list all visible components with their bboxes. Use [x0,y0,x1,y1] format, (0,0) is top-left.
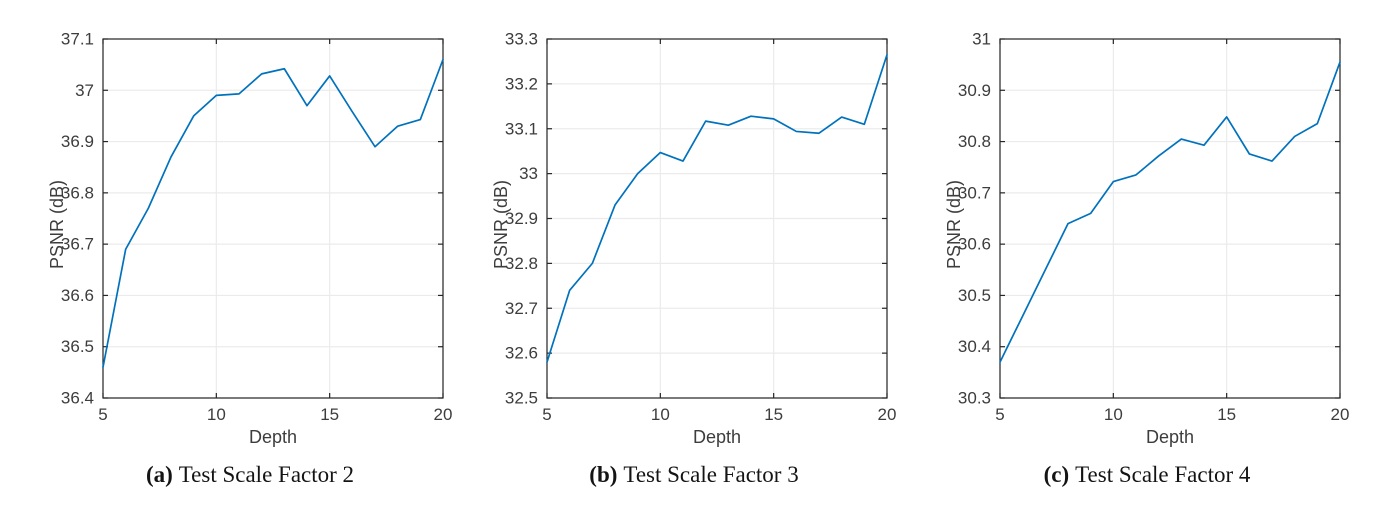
y-axis-label: PSNR (dB) [944,180,964,269]
y-tick-label: 30.3 [958,389,991,408]
caption-title: Test Scale Factor 4 [1075,462,1251,487]
chart-panel-b: 5 10 15 20 32.5 32.6 32.7 32.8 32.9 33 33.1 33.2 33.… [484,0,904,514]
x-tick-label: 15 [1217,405,1236,424]
axis-box [102,38,444,399]
x-tick-label: 5 [542,405,551,424]
caption-index: (b) [589,462,618,487]
data-line [102,58,444,369]
y-tick-label: 30.9 [958,81,991,100]
y-tick-label: 30.6 [958,235,991,254]
y-tick-label: 36.4 [61,389,94,408]
x-axis-label: Depth [249,427,297,447]
x-tick-label: 20 [878,405,897,424]
x-tick-label: 15 [764,405,783,424]
caption-title: Test Scale Factor 3 [623,462,799,487]
y-tick-label: 30.7 [958,183,991,202]
y-tick-label: 32.9 [505,209,538,228]
y-tick-label: 32.5 [505,389,538,408]
axis-box [999,38,1341,399]
caption-title: Test Scale Factor 2 [178,462,355,487]
y-tick-label: 36.5 [61,337,94,356]
y-tick-label: 33 [519,164,538,183]
y-tick-label: 37 [75,81,94,100]
y-tick-label: 33.3 [505,30,538,49]
y-tick-label: 36.9 [61,132,94,151]
y-tick-label: 36.7 [61,235,94,254]
chart-panel-c: 5 10 15 20 30.3 30.4 30.5 30.6 30.7 30.8 30.9 31 Dep… [937,0,1357,514]
x-tick-label: 20 [434,405,453,424]
chart-panel-a: 5 10 15 20 36.4 36.5 36.6 36.7 36.8 36.9 37 37.1 Dep… [40,0,460,514]
y-tick-label: 36.6 [61,286,94,305]
y-axis-label: PSNR (dB) [491,180,511,269]
y-axis-label: PSNR (dB) [47,180,67,269]
data-line [546,53,888,363]
y-tick-label: 36.8 [61,183,94,202]
x-tick-label: 10 [1104,405,1123,424]
chart-c-plot: 5 10 15 20 30.3 30.4 30.5 30.6 30.7 30.8 30.9 31 Dep… [944,30,1350,448]
x-tick-label: 10 [651,405,670,424]
x-tick-label: 20 [1331,405,1350,424]
x-tick-label: 5 [995,405,1004,424]
y-tick-label: 32.6 [505,344,538,363]
y-tick-label: 33.1 [505,119,538,138]
chart-c-caption: (c) Test Scale Factor 4 [937,462,1357,488]
y-tick-label: 30.5 [958,286,991,305]
y-tick-label: 37.1 [61,30,94,49]
data-line [999,61,1341,363]
x-tick-label: 15 [320,405,339,424]
caption-index: (c) [1043,462,1070,487]
y-tick-label: 30.4 [958,337,991,356]
x-tick-label: 5 [98,405,107,424]
y-tick-label: 31 [972,30,991,49]
x-axis-label: Depth [1146,427,1194,447]
y-tick-label: 32.7 [505,299,538,318]
x-axis-label: Depth [693,427,741,447]
chart-b-plot: 5 10 15 20 32.5 32.6 32.7 32.8 32.9 33 33.1 33.2 33.… [491,30,897,448]
y-tick-label: 33.2 [505,74,538,93]
chart-a-plot: 5 10 15 20 36.4 36.5 36.6 36.7 36.8 36.9 37 37.1 Dep… [47,30,453,448]
y-tick-label: 32.8 [505,254,538,273]
y-tick-label: 30.8 [958,132,991,151]
chart-a-caption: (a) Test Scale Factor 2 [40,462,460,488]
caption-index: (a) [145,462,173,487]
x-tick-label: 10 [207,405,226,424]
chart-b-caption: (b) Test Scale Factor 3 [484,462,904,488]
